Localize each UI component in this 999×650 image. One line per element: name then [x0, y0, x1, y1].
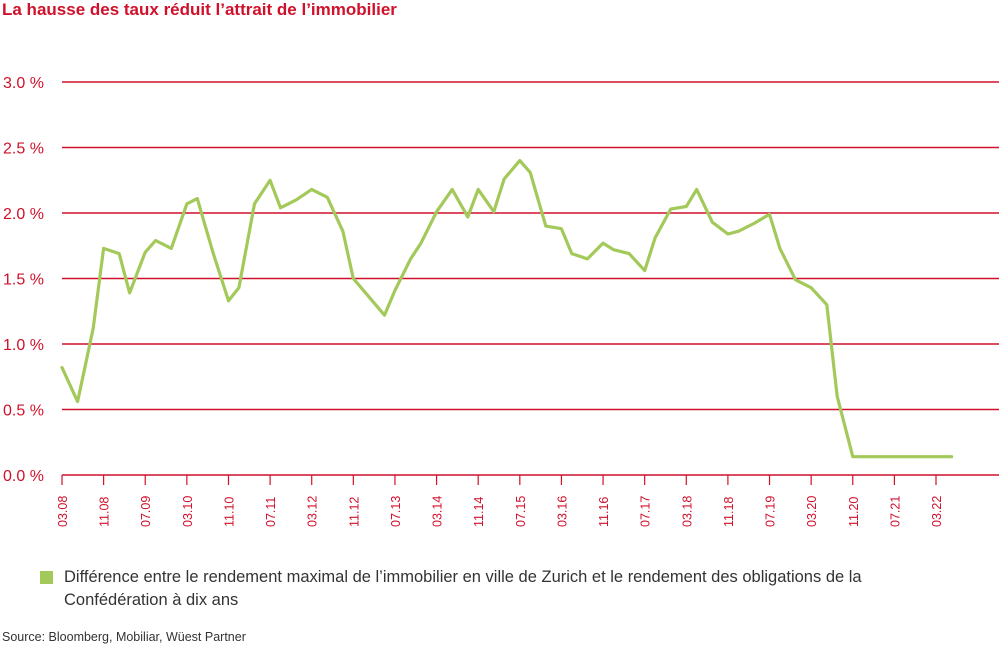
source-note: Source: Bloomberg, Mobiliar, Wüest Partn… — [2, 630, 246, 644]
y-axis-ticks: 0.0 % 0.5 % 1.0 % 1.5 % 2.0 % 2.5 % 3.0 % — [3, 75, 44, 485]
series-line — [60, 159, 954, 459]
grid-lines — [62, 81, 999, 476]
x-tick-label: 11.14 — [472, 497, 486, 527]
y-tick-label: 0.0 % — [3, 468, 44, 485]
x-tick-label: 03.20 — [805, 496, 819, 527]
x-tick-label: 03.16 — [555, 496, 569, 527]
y-tick-label: 0.5 % — [3, 403, 44, 420]
x-tick-label: 11.18 — [722, 497, 736, 527]
x-tick-label: 03.18 — [680, 496, 694, 527]
x-tick-label: 07.13 — [389, 496, 403, 527]
legend-label: Différence entre le rendement maximal de… — [64, 568, 862, 609]
series-layer — [60, 159, 954, 459]
x-axis-ticks: 03.08 11.08 07.09 03.10 11.10 07.11 03.12 11.12… — [56, 475, 944, 527]
x-tick-label: 11.12 — [347, 497, 361, 527]
x-tick-label: 07.15 — [514, 496, 528, 527]
x-tick-label: 11.10 — [222, 497, 236, 527]
x-tick-label: 07.19 — [764, 496, 778, 527]
x-tick-label: 03.22 — [930, 496, 944, 527]
legend: Différence entre le rendement maximal de… — [40, 566, 940, 612]
x-tick-label: 11.20 — [847, 497, 861, 527]
x-tick-label: 03.12 — [306, 496, 320, 527]
x-tick-label: 11.16 — [597, 497, 611, 527]
y-tick-label: 3.0 % — [3, 75, 44, 92]
x-tick-label: 07.21 — [888, 496, 902, 527]
x-tick-label: 03.10 — [181, 496, 195, 527]
y-tick-label: 2.5 % — [3, 141, 44, 158]
y-tick-label: 1.5 % — [3, 272, 44, 289]
x-tick-label: 03.08 — [56, 496, 70, 527]
chart-title: La hausse des taux réduit l’attrait de l… — [2, 0, 397, 19]
x-tick-label: 11.08 — [98, 497, 112, 527]
x-tick-label: 03.14 — [431, 496, 445, 527]
x-tick-label: 07.17 — [639, 496, 653, 527]
y-tick-label: 2.0 % — [3, 206, 44, 223]
x-tick-label: 07.11 — [264, 497, 278, 527]
y-tick-label: 1.0 % — [3, 337, 44, 354]
x-tick-label: 07.09 — [139, 496, 153, 527]
legend-swatch — [40, 571, 53, 584]
